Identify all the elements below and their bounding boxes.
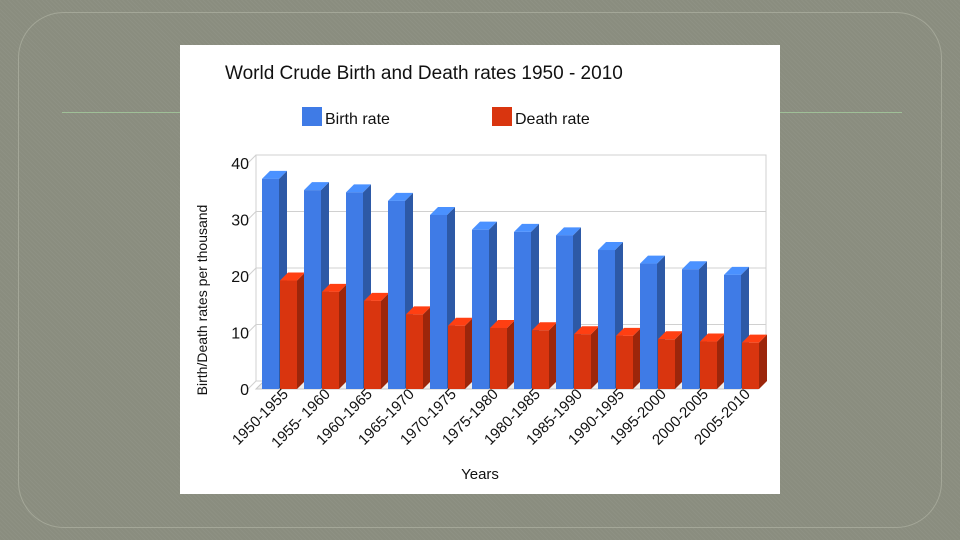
chart-title: World Crude Birth and Death rates 1950 -…	[225, 63, 623, 84]
death-rate-bar	[616, 327, 641, 389]
grid-line-side	[247, 380, 257, 390]
legend-swatch-death	[492, 107, 512, 126]
y-tick-label: 30	[231, 213, 249, 230]
death-rate-bar	[532, 322, 557, 389]
death-rate-bar	[280, 272, 305, 389]
death-rate-bar	[490, 319, 515, 389]
slide-frame	[18, 12, 942, 528]
death-rate-bar	[742, 334, 767, 389]
legend-label-birth: Birth rate	[325, 111, 390, 128]
y-tick-label: 0	[240, 382, 249, 399]
legend: Birth rate Death rate	[302, 107, 590, 128]
legend-label-death: Death rate	[515, 111, 590, 128]
death-rate-bar	[574, 326, 599, 389]
y-tick-labels: 0 10 20 30 40	[231, 156, 249, 399]
death-rate-bar	[448, 317, 473, 389]
bars	[262, 170, 767, 389]
death-rate-bar	[700, 333, 725, 389]
death-rate-bar	[658, 331, 683, 389]
y-tick-label: 10	[231, 326, 249, 343]
y-tick-label: 40	[231, 156, 249, 173]
y-axis-label: Birth/Death rates per thousand	[194, 205, 210, 396]
chart-card: World Crude Birth and Death rates 1950 -…	[180, 45, 780, 494]
y-tick-label: 20	[231, 269, 249, 286]
death-rate-bar	[364, 292, 389, 389]
legend-swatch-birth	[302, 107, 322, 126]
grid-line-side	[247, 267, 257, 277]
grid-line-side	[247, 324, 257, 333]
grid-line-side	[247, 154, 257, 164]
death-rate-bar	[406, 306, 431, 389]
birth-death-chart: World Crude Birth and Death rates 1950 -…	[194, 63, 768, 483]
x-axis-label: Years	[461, 466, 499, 483]
death-rate-bar	[322, 283, 347, 389]
grid-line-side	[247, 211, 257, 220]
